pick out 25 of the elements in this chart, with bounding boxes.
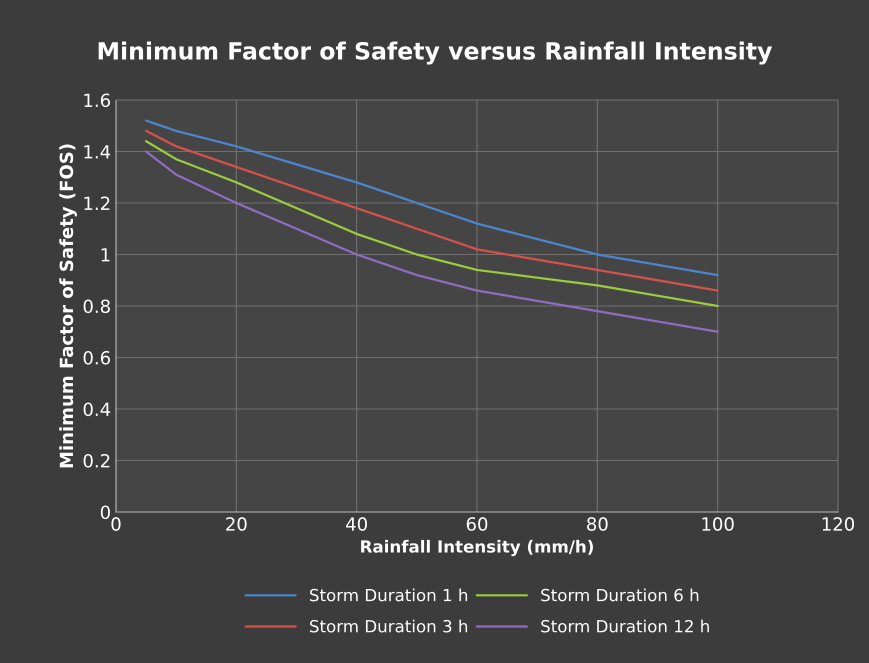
legend-label: Storm Duration 3 h (310, 620, 468, 633)
y-tick-label: 0 (100, 505, 110, 520)
y-tick-label: 1.6 (84, 93, 110, 108)
y-tick-label: 0.6 (84, 350, 110, 365)
y-tick-label: 0.4 (84, 402, 110, 416)
x-tick-label: 40 (346, 517, 367, 531)
legend-label: Storm Duration 6 h (541, 588, 698, 602)
legend-label: Storm Duration 12 h (541, 620, 709, 633)
y-tick-label: 0.2 (84, 454, 110, 468)
x-tick-label: 120 (822, 517, 854, 531)
legend-label: Storm Duration 1 h (310, 588, 468, 602)
line-series (144, 119, 719, 276)
chart-title: Minimum Factor of Safety versus Rainfall Intensity (98, 42, 772, 65)
line-series (144, 150, 719, 333)
x-axis-title: Rainfall Intensity (mm/h) (361, 540, 593, 556)
y-tick-label: 0.8 (84, 299, 110, 314)
y-axis-title: Minimum Factor of Safety (FOS) (59, 144, 77, 468)
y-tick-label: 1.2 (84, 196, 110, 210)
x-tick-label: 100 (702, 517, 734, 531)
x-tick-label: 20 (226, 517, 247, 531)
x-tick-label: 0 (111, 517, 121, 531)
y-tick-label: 1.4 (84, 145, 110, 158)
x-tick-label: 80 (587, 517, 608, 531)
y-tick-label: 1 (102, 248, 110, 262)
x-tick-label: 60 (466, 517, 488, 531)
